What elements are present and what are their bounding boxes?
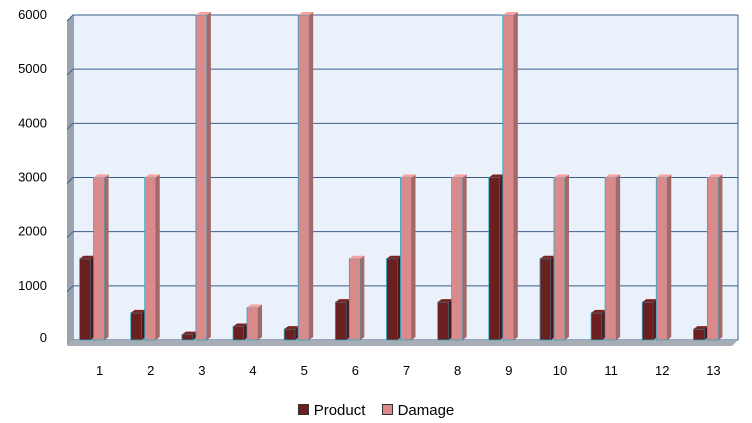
- x-tick-label: 12: [655, 363, 669, 378]
- x-tick-label: 10: [553, 363, 567, 378]
- legend-swatch-product: [297, 404, 309, 415]
- y-tick-label: 5000: [18, 61, 47, 76]
- legend-item-damage: Damage: [381, 402, 455, 419]
- bar-product: [386, 255, 402, 341]
- floor: [67, 340, 738, 346]
- legend: Product Damage: [0, 402, 752, 419]
- x-tick-label: 9: [505, 363, 512, 378]
- bar-product: [334, 299, 351, 341]
- bar-product: [693, 326, 709, 341]
- bar-product: [488, 174, 504, 341]
- bars: [79, 12, 723, 341]
- bar-damage: [655, 174, 672, 341]
- bar-damage: [93, 174, 109, 341]
- bar-damage: [707, 174, 723, 341]
- x-tick-label: 13: [706, 363, 720, 378]
- y-axis-ticks: 0 1000 2000 3000 4000 5000 6000: [18, 7, 47, 345]
- y-tick-label: 3000: [18, 170, 47, 185]
- x-tick-label: 3: [198, 363, 205, 378]
- gridline-side: [66, 14, 74, 22]
- bar-damage: [348, 255, 365, 341]
- x-axis-ticks: 1 2 3 4 5 6 7 8 9 10 11 12 13: [96, 363, 721, 378]
- y-tick-label: 4000: [18, 115, 47, 130]
- gridline-side: [66, 68, 74, 76]
- bar-product: [283, 326, 300, 341]
- y-tick-label: 1000: [18, 278, 47, 293]
- bar-damage: [502, 12, 518, 341]
- bar-damage: [144, 174, 160, 341]
- legend-swatch-damage: [381, 404, 393, 415]
- x-tick-label: 7: [403, 363, 410, 378]
- bar-product: [539, 255, 555, 341]
- gridline-side: [66, 177, 74, 184]
- legend-label-product: Product: [313, 402, 366, 419]
- bar-damage: [246, 304, 263, 341]
- bar-product: [79, 255, 95, 341]
- x-tick-label: 5: [301, 363, 308, 378]
- bar-product: [437, 299, 453, 341]
- x-tick-label: 1: [96, 363, 103, 378]
- bar-product: [232, 323, 249, 341]
- gridline-side: [66, 285, 74, 293]
- bar-product: [181, 331, 197, 341]
- bar-damage: [195, 12, 211, 341]
- y-tick-label: 0: [40, 330, 47, 345]
- bar-damage: [553, 174, 569, 341]
- x-tick-label: 11: [604, 363, 618, 378]
- bar-product: [641, 299, 658, 341]
- legend-item-product: Product: [297, 402, 366, 419]
- legend-label-damage: Damage: [397, 402, 455, 419]
- x-tick-label: 8: [454, 363, 461, 378]
- x-tick-label: 2: [147, 363, 154, 378]
- bar-product: [590, 309, 607, 341]
- x-tick-label: 6: [352, 363, 359, 378]
- bar-damage: [400, 174, 416, 341]
- gridline-side: [66, 122, 74, 130]
- bar-product: [130, 309, 146, 341]
- gridline-side: [66, 231, 74, 239]
- x-tick-label: 4: [249, 363, 256, 378]
- bar-damage: [604, 174, 621, 341]
- y-tick-label: 2000: [18, 224, 47, 239]
- bar-damage: [297, 12, 314, 341]
- bar-damage: [451, 174, 467, 341]
- y-tick-label: 6000: [18, 7, 47, 22]
